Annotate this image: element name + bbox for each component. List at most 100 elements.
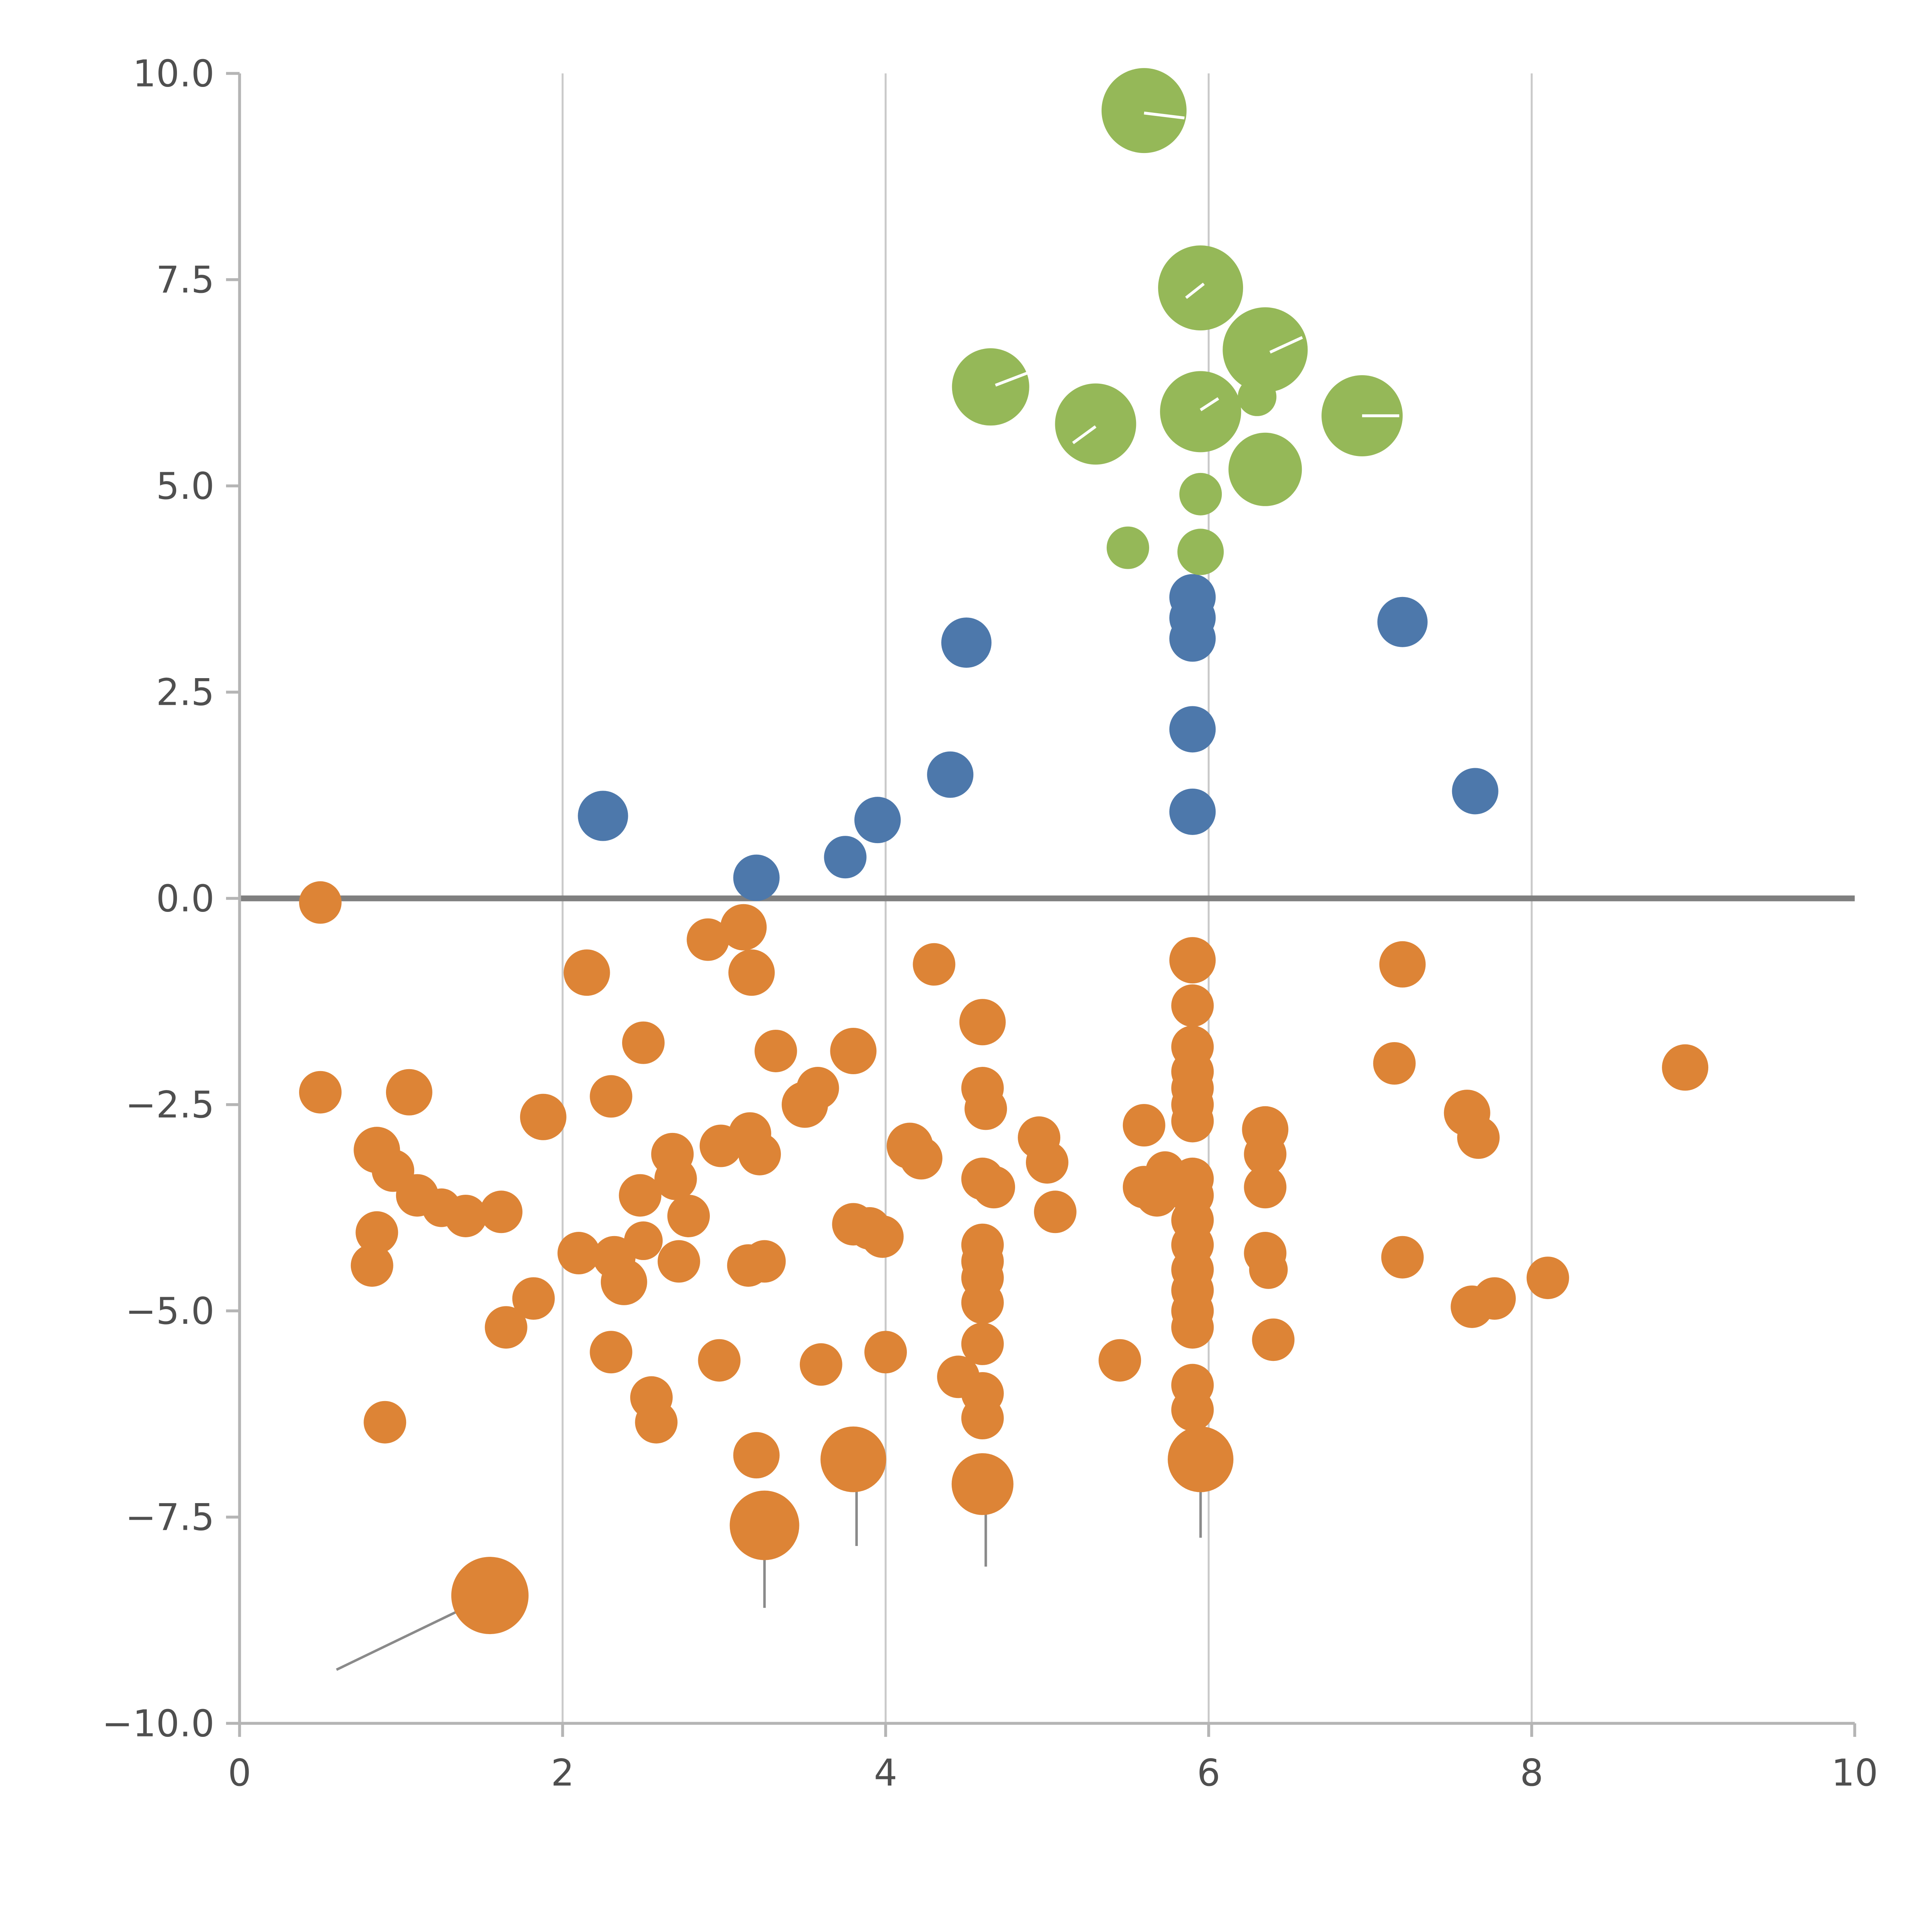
data-point-orange [1457, 1116, 1500, 1159]
data-point-orange [698, 1339, 741, 1382]
highlight-line [1072, 425, 1097, 444]
data-point-blue [1169, 706, 1216, 753]
data-point-orange [590, 1075, 633, 1118]
data-point-orange [667, 1194, 710, 1237]
data-point-orange [355, 1211, 398, 1254]
data-point-blue [1377, 597, 1428, 647]
data-point-orange [1026, 1141, 1068, 1184]
data-point-green [1160, 371, 1242, 452]
data-point-orange [964, 1087, 1007, 1130]
data-point-blue [1169, 615, 1216, 662]
data-point-orange [1373, 1042, 1416, 1085]
data-point-blue [1452, 768, 1498, 815]
data-point-orange [444, 1194, 487, 1237]
data-point-orange [687, 918, 730, 961]
data-point-orange [622, 1021, 665, 1064]
y-tick-label: −10.0 [102, 1702, 214, 1745]
highlight-line [1200, 397, 1219, 412]
data-point-orange [299, 881, 342, 924]
data-point-green [1055, 383, 1136, 465]
x-tick-label: 4 [874, 1752, 897, 1794]
y-tick-label: 5.0 [156, 465, 214, 508]
data-point-orange [1381, 1236, 1424, 1279]
data-point-blue [578, 791, 628, 841]
data-point-orange [635, 1401, 678, 1444]
data-point-orange [563, 949, 610, 996]
data-point-orange [799, 1343, 842, 1386]
data-point-orange [864, 1331, 907, 1374]
data-point-orange [654, 1157, 697, 1200]
data-point-orange [485, 1306, 527, 1349]
data-point-orange [820, 1426, 886, 1492]
data-point-green [1101, 68, 1187, 153]
x-tick-label: 2 [551, 1752, 574, 1794]
data-point-orange [1244, 1166, 1287, 1209]
data-point-green [1177, 529, 1224, 575]
data-point-orange [480, 1190, 523, 1233]
data-point-orange [657, 1240, 700, 1283]
highlight-line [1144, 111, 1185, 120]
data-point-green [1223, 307, 1308, 393]
x-tick-label: 10 [1832, 1752, 1878, 1794]
data-point-blue [1169, 788, 1216, 835]
data-point-orange [730, 1490, 799, 1560]
data-point-orange [619, 1174, 662, 1217]
data-point-green [1228, 432, 1302, 506]
data-point-orange [1473, 1277, 1516, 1320]
highlight-line [1185, 282, 1205, 299]
data-point-green [1107, 526, 1149, 569]
data-point-green [1179, 473, 1222, 515]
data-point-orange [299, 1071, 342, 1114]
x-tick-label: 0 [228, 1752, 251, 1794]
data-point-orange [1244, 1133, 1287, 1175]
y-tick-label: 2.5 [156, 672, 214, 714]
data-point-orange [1169, 937, 1216, 984]
data-point-orange [728, 949, 775, 996]
data-point-orange [520, 1094, 566, 1140]
data-point-orange [1662, 1044, 1709, 1091]
data-point-orange [959, 999, 1006, 1046]
data-point-blue [927, 751, 974, 798]
data-point-orange [1122, 1104, 1165, 1147]
y-tick-label: −2.5 [125, 1084, 214, 1126]
y-tick-label: 0.0 [156, 878, 214, 920]
data-point-orange [1168, 1426, 1234, 1492]
data-point-green [1238, 377, 1277, 416]
data-point-orange [1171, 1388, 1214, 1431]
y-tick-label: −7.5 [125, 1497, 214, 1539]
data-point-orange [590, 1331, 633, 1374]
data-point-orange [600, 1259, 647, 1305]
x-tick-label: 6 [1197, 1752, 1220, 1794]
data-point-orange [512, 1277, 555, 1320]
data-point-blue [733, 854, 780, 901]
data-point-orange [720, 904, 767, 951]
data-point-orange [557, 1232, 600, 1275]
data-point-orange [973, 1166, 1015, 1209]
data-point-orange [861, 1215, 904, 1258]
data-point-orange [733, 1432, 780, 1479]
data-point-orange [364, 1401, 406, 1444]
highlight-line [1269, 336, 1303, 354]
data-point-orange [1099, 1339, 1141, 1382]
data-point-green [952, 348, 1029, 426]
data-point-orange [796, 1067, 839, 1110]
data-point-orange [1249, 1250, 1288, 1289]
data-point-orange [743, 1240, 786, 1283]
data-point-orange [1171, 1306, 1214, 1349]
data-point-orange [951, 1453, 1014, 1515]
data-point-orange [913, 943, 956, 986]
y-tick-label: −5.0 [125, 1290, 214, 1333]
data-point-orange [961, 1397, 1004, 1440]
highlight-line [995, 369, 1035, 387]
data-point-orange [1526, 1257, 1569, 1299]
data-point-orange [451, 1557, 529, 1634]
data-point-orange [386, 1069, 432, 1116]
y-tick-label: 7.5 [156, 259, 214, 301]
data-point-orange [961, 1281, 1004, 1324]
x-tick-label: 8 [1520, 1752, 1543, 1794]
data-point-orange [1171, 1100, 1214, 1143]
data-point-orange [754, 1029, 797, 1072]
data-point-orange [1379, 941, 1426, 988]
